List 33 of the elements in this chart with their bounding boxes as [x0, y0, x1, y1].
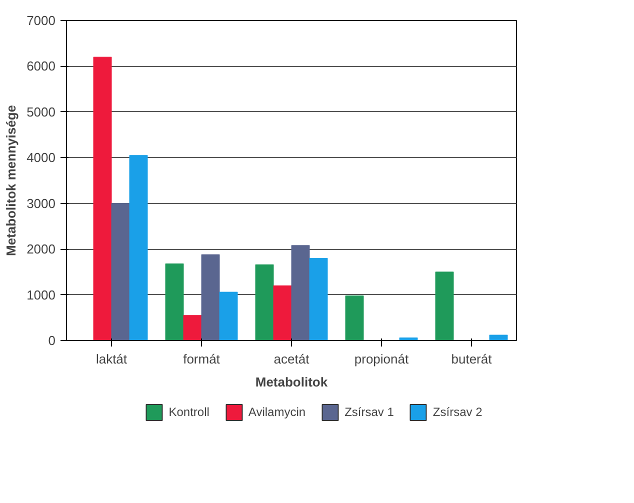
legend-label: Zsírsav 1 [344, 405, 394, 419]
x-tick-label: acetát [274, 352, 310, 366]
y-tick-label: 3000 [26, 196, 56, 211]
bar [309, 258, 328, 340]
y-tick-label: 2000 [26, 242, 56, 257]
legend-label: Zsírsav 2 [432, 405, 482, 419]
bar [273, 285, 292, 340]
bar [489, 334, 508, 340]
bar [291, 245, 310, 340]
legend-label: Avilamycin [248, 405, 306, 419]
bar [111, 203, 130, 340]
y-tick-label: 7000 [26, 13, 56, 28]
y-tick-label: 1000 [26, 287, 56, 302]
legend-label: Kontroll [168, 405, 210, 419]
bar [129, 155, 148, 340]
y-axis-title: Metabolitok mennyisége [4, 105, 19, 256]
bar [201, 254, 220, 340]
x-tick-label: propionát [354, 352, 409, 366]
y-tick-label: 4000 [26, 150, 56, 166]
bar [93, 56, 112, 340]
y-tick-label: 5000 [26, 104, 56, 120]
x-tick-label: formát [183, 352, 220, 366]
y-tick-label: 6000 [26, 58, 56, 74]
bar [219, 292, 238, 340]
x-axis-title: Metabolitok [255, 374, 328, 390]
bar [165, 263, 184, 340]
bar [183, 315, 202, 340]
bar [255, 264, 274, 340]
bar [435, 272, 454, 340]
bar [345, 295, 364, 340]
x-tick-label: buterát [451, 352, 492, 366]
x-tick-label: laktát [96, 352, 128, 366]
y-tick-label: 0 [48, 333, 56, 348]
